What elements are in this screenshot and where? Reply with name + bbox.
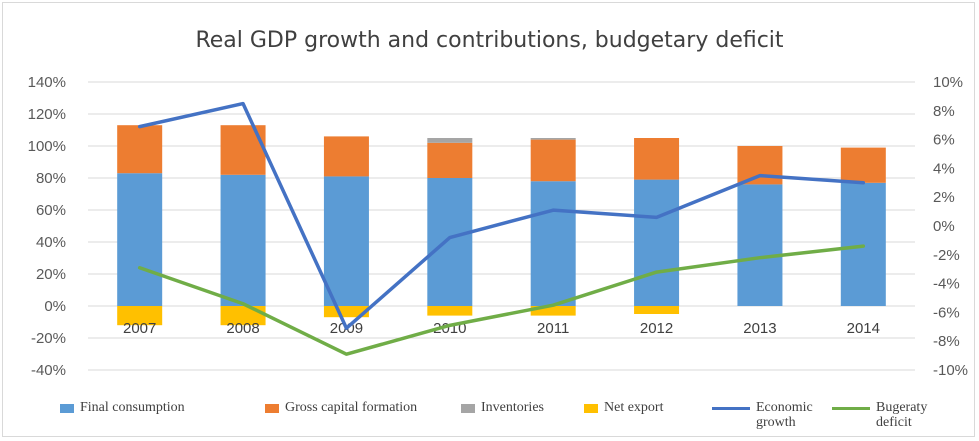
x-category-label: 2013 bbox=[743, 320, 776, 337]
bar-net-export bbox=[530, 306, 576, 316]
bar-final-consumption bbox=[840, 182, 886, 306]
y-left-tick-label: 0% bbox=[44, 298, 66, 315]
x-category-label: 2014 bbox=[847, 320, 880, 337]
y-right-tick-label: -8% bbox=[933, 333, 960, 350]
line-bugeraty-deficit bbox=[137, 244, 866, 356]
y-left-tick-label: -20% bbox=[31, 330, 66, 347]
x-category-label: 2012 bbox=[640, 320, 673, 337]
bar-final-consumption bbox=[220, 174, 266, 306]
y-left-tick-label: 40% bbox=[36, 234, 66, 251]
x-category-label: 2008 bbox=[226, 320, 259, 337]
bar-net-export bbox=[323, 306, 369, 318]
y-left-tick-label: 140% bbox=[28, 74, 66, 91]
bar-final-consumption bbox=[634, 179, 680, 306]
legend-label-economic-growth: Economic growth bbox=[756, 400, 813, 430]
chart-legend: Final consumption Gross capital formatio… bbox=[0, 396, 979, 440]
bar-gross-capital-formation bbox=[117, 125, 163, 174]
bar-inventories bbox=[530, 138, 576, 140]
line-economic-growth bbox=[137, 101, 866, 330]
y-right-tick-label: -6% bbox=[933, 304, 960, 321]
legend-swatch-inventories bbox=[461, 404, 475, 413]
legend-label-gross-capital-formation: Gross capital formation bbox=[285, 400, 418, 415]
legend-swatch-final-consumption bbox=[60, 404, 74, 413]
x-category-label: 2007 bbox=[123, 320, 156, 337]
bar-net-export bbox=[117, 306, 163, 326]
bar-gross-capital-formation bbox=[737, 146, 783, 185]
legend-label-inventories: Inventories bbox=[481, 400, 544, 415]
bar-final-consumption bbox=[737, 184, 783, 306]
legend-swatch-net-export bbox=[584, 404, 598, 413]
y-right-tick-label: -10% bbox=[933, 362, 968, 379]
bar-final-consumption bbox=[530, 181, 576, 306]
bar-final-consumption bbox=[427, 178, 473, 306]
bar-final-consumption bbox=[323, 176, 369, 306]
bar-inventories bbox=[427, 138, 473, 143]
bar-gross-capital-formation bbox=[323, 136, 369, 177]
legend-swatch-gross-capital-formation bbox=[265, 404, 279, 413]
legend-swatch-bugeraty-deficit bbox=[832, 407, 870, 410]
bar-gross-capital-formation bbox=[634, 138, 680, 180]
y-left-tick-label: -40% bbox=[31, 362, 66, 379]
y-left-tick-label: 20% bbox=[36, 266, 66, 283]
bar-final-consumption bbox=[117, 173, 163, 306]
y-right-tick-label: 2% bbox=[933, 189, 955, 206]
y-right-tick-label: 0% bbox=[933, 218, 955, 235]
chart-title: Real GDP growth and contributions, budge… bbox=[195, 28, 784, 53]
bar-net-export bbox=[427, 306, 473, 316]
y-right-tick-label: 10% bbox=[933, 74, 963, 91]
bar-gross-capital-formation bbox=[427, 142, 473, 178]
y-right-tick-label: 4% bbox=[933, 160, 955, 177]
bar-gross-capital-formation bbox=[530, 139, 576, 182]
y-left-tick-label: 80% bbox=[36, 170, 66, 187]
y-left-tick-label: 100% bbox=[28, 138, 66, 155]
bar-gross-capital-formation bbox=[840, 147, 886, 183]
x-category-label: 2011 bbox=[537, 320, 569, 337]
y-left-tick-label: 60% bbox=[36, 202, 66, 219]
bar-net-export bbox=[634, 306, 680, 314]
y-left-tick-label: 120% bbox=[28, 106, 66, 123]
y-right-tick-label: -2% bbox=[933, 247, 960, 264]
legend-label-bugeraty-deficit: Bugeraty deficit bbox=[876, 400, 928, 430]
bar-gross-capital-formation bbox=[220, 125, 266, 175]
legend-label-final-consumption: Final consumption bbox=[80, 400, 185, 415]
y-right-tick-label: -4% bbox=[933, 276, 960, 293]
y-right-tick-label: 8% bbox=[933, 103, 955, 120]
legend-swatch-economic-growth bbox=[712, 407, 750, 410]
legend-label-net-export: Net export bbox=[604, 400, 664, 415]
y-right-tick-label: 6% bbox=[933, 132, 955, 149]
